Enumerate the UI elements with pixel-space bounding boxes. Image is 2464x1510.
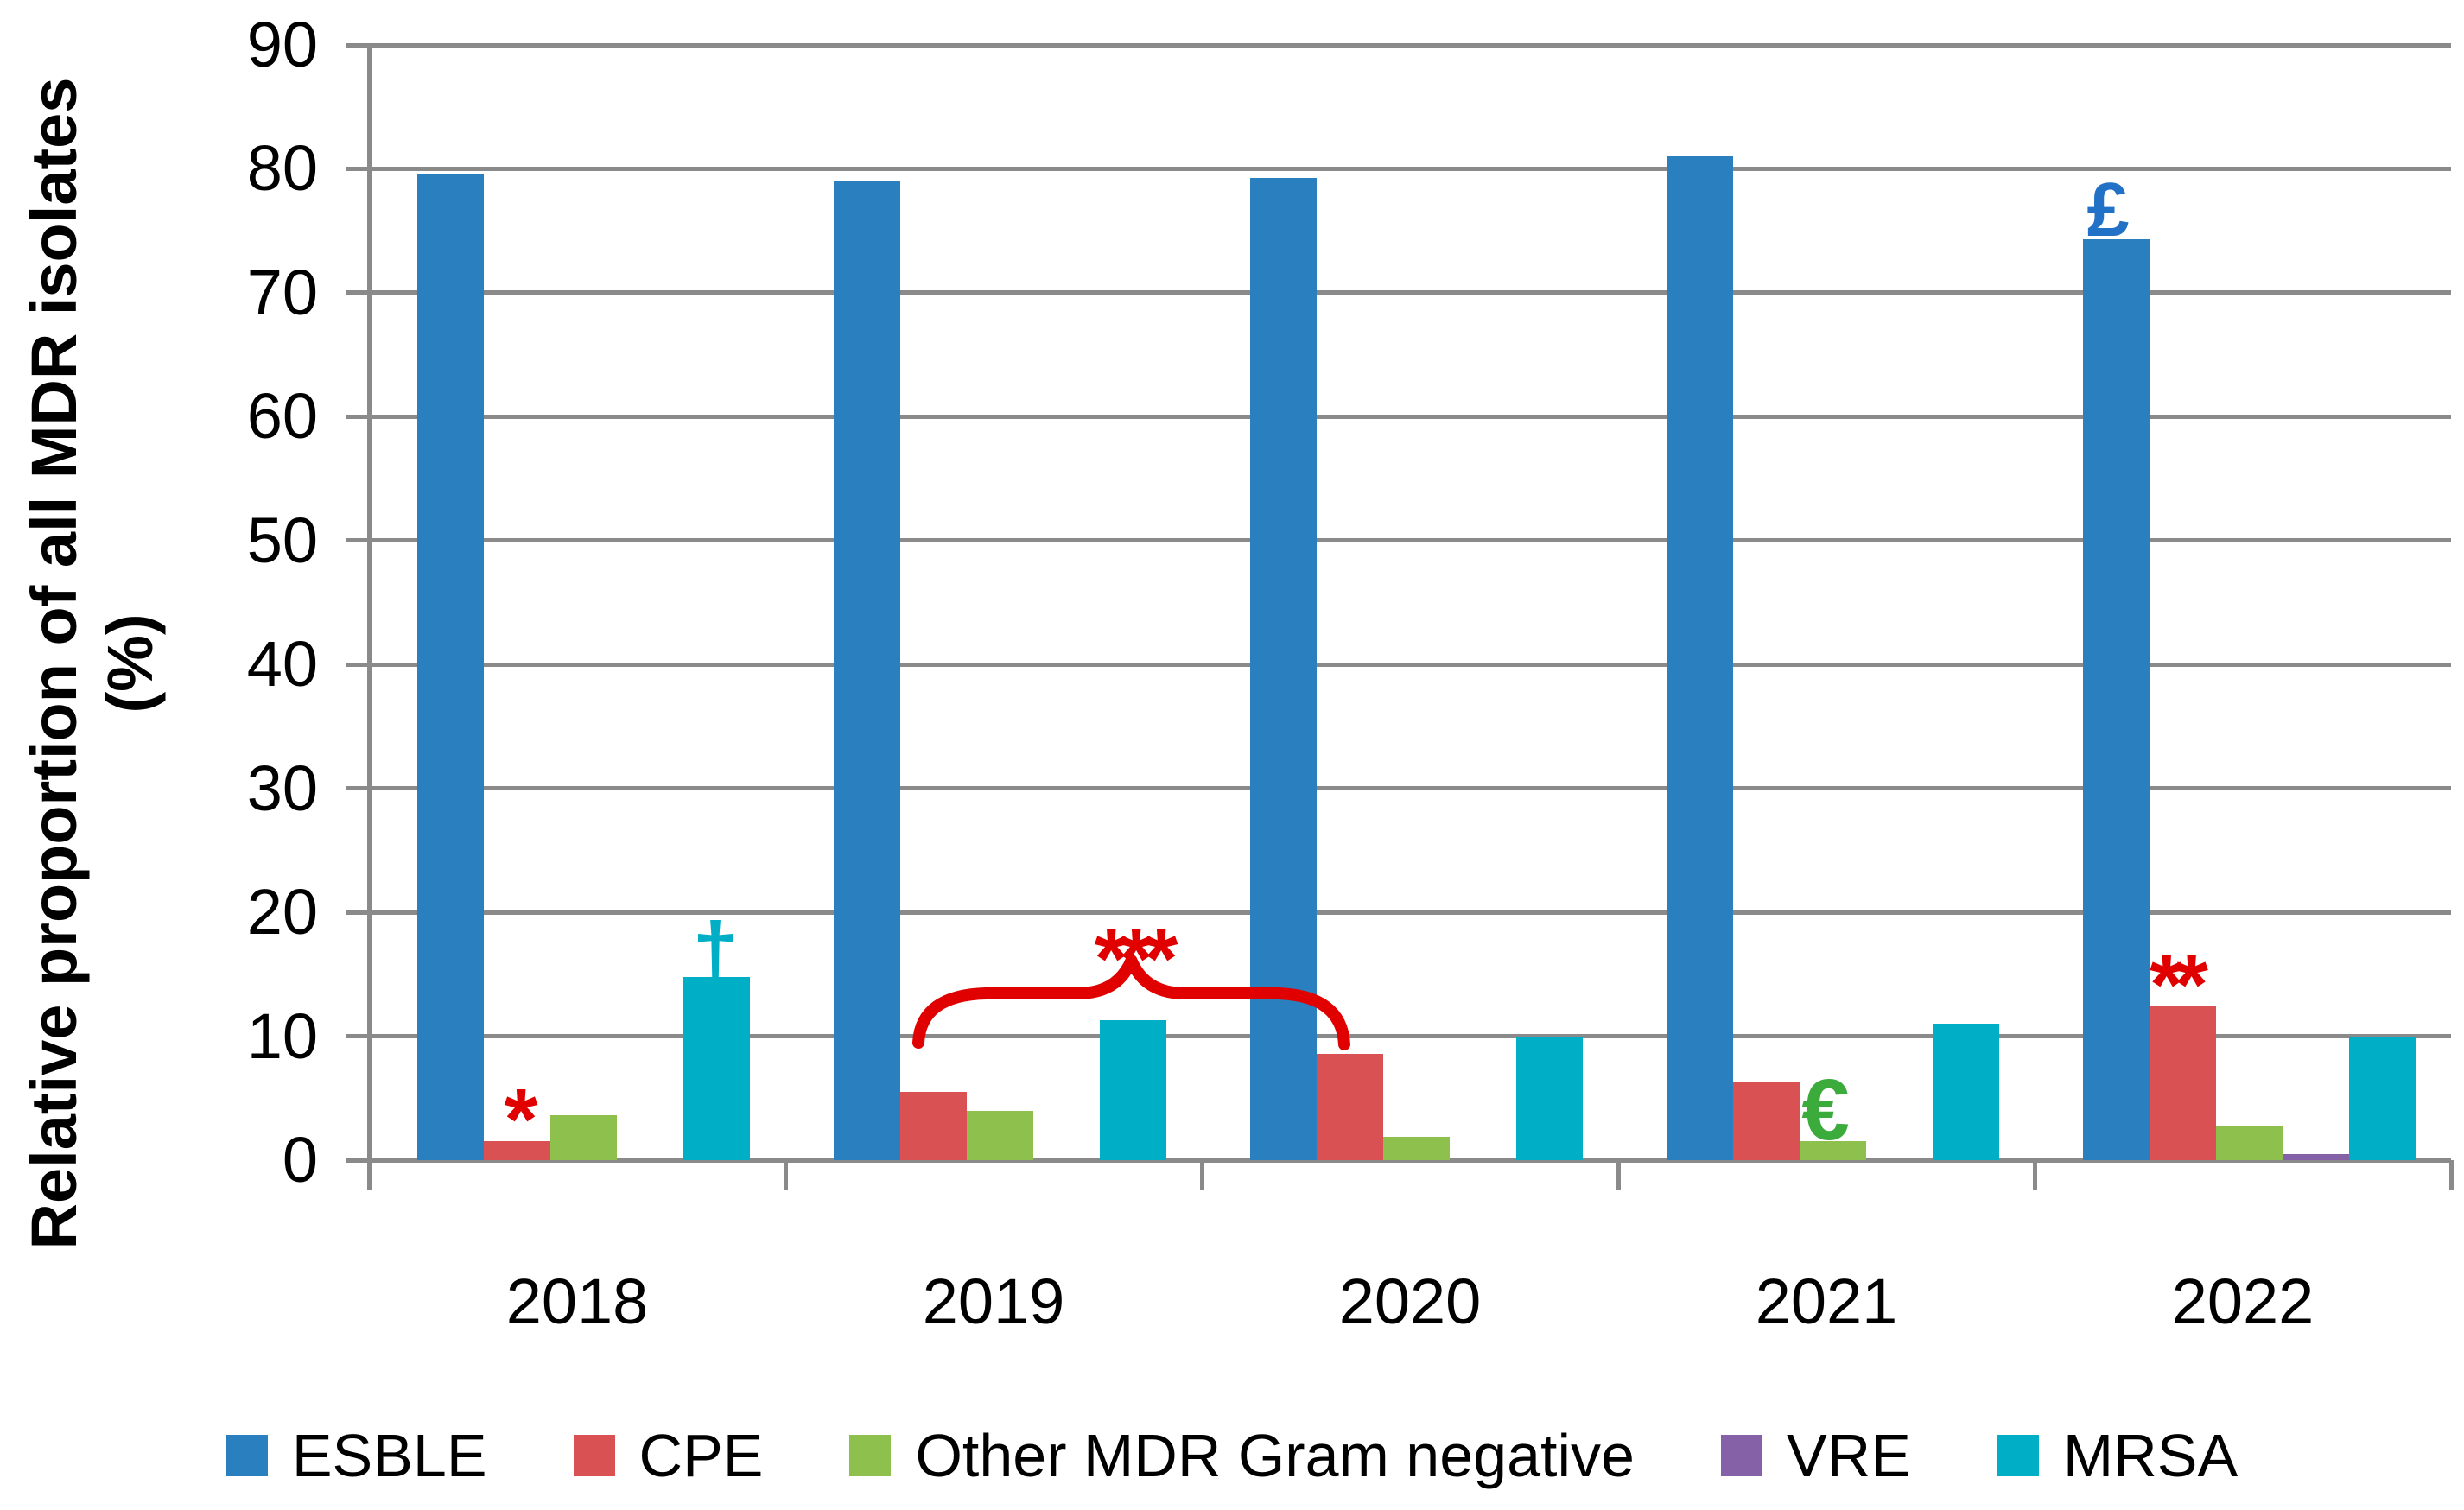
bar-esble-2020 bbox=[1250, 177, 1317, 1160]
legend-item-vre: VRE bbox=[1720, 1422, 1911, 1489]
bar-mrsa-2020 bbox=[1516, 1036, 1583, 1160]
annotation-triple-asterisk-2019-2020-cpe: *** bbox=[1094, 910, 1178, 1007]
annotation-euro-2021-other-mdr: € bbox=[1801, 1062, 1850, 1158]
gridline bbox=[369, 538, 2451, 543]
bar-esble-2018 bbox=[417, 174, 484, 1160]
annotation-asterisk-2018-cpe: * bbox=[504, 1071, 538, 1168]
bar-other-mdr-gram-negative-2021 bbox=[1800, 1141, 1866, 1160]
bar-mrsa-2021 bbox=[1933, 1024, 1999, 1160]
legend-label: ESBLE bbox=[291, 1422, 487, 1489]
bar-cpe-2020 bbox=[1317, 1053, 1383, 1160]
legend-item-esble: ESBLE bbox=[225, 1422, 487, 1489]
x-category-label-2021: 2021 bbox=[1755, 1266, 1898, 1337]
bar-other-mdr-gram-negative-2020 bbox=[1383, 1136, 1450, 1160]
bar-other-mdr-gram-negative-2022 bbox=[2216, 1125, 2283, 1160]
x-category-label-2018: 2018 bbox=[505, 1266, 649, 1337]
y-tick-mark bbox=[346, 290, 369, 295]
bar-cpe-2022 bbox=[2150, 1005, 2216, 1160]
y-tick-label: 0 bbox=[282, 1124, 318, 1196]
gridline bbox=[369, 910, 2451, 915]
y-tick-label: 30 bbox=[246, 752, 318, 824]
legend: ESBLE CPE Other MDR Gram negative VRE MRSA bbox=[0, 1425, 2464, 1486]
gridline bbox=[369, 166, 2451, 171]
x-tick-mark bbox=[783, 1160, 788, 1190]
y-tick-label: 60 bbox=[246, 380, 318, 453]
x-category-label-2019: 2019 bbox=[922, 1266, 1065, 1337]
annotation-double-asterisk-2022-cpe: ** bbox=[2150, 936, 2208, 1033]
y-tick-mark bbox=[346, 786, 369, 791]
annotation-pound-2022-esble: £ bbox=[2086, 166, 2130, 252]
y-tick-mark bbox=[346, 42, 369, 48]
x-tick-mark bbox=[2032, 1160, 2037, 1190]
y-tick-mark bbox=[346, 166, 369, 171]
bar-esble-2021 bbox=[1667, 156, 1733, 1160]
y-tick-label: 10 bbox=[246, 999, 318, 1072]
x-tick-mark bbox=[1616, 1160, 1621, 1190]
legend-swatch-icon bbox=[573, 1435, 615, 1476]
x-tick-mark bbox=[1199, 1160, 1204, 1190]
bar-vre-2022 bbox=[2283, 1153, 2349, 1160]
bar-mrsa-2018 bbox=[683, 976, 750, 1160]
bar-esble-2022 bbox=[2083, 239, 2150, 1160]
legend-item-other-mdr-gram-negative: Other MDR Gram negative bbox=[849, 1422, 1635, 1489]
y-tick-mark bbox=[346, 1158, 369, 1163]
y-tick-label: 70 bbox=[246, 256, 318, 328]
x-category-label-2020: 2020 bbox=[1338, 1266, 1482, 1337]
bar-other-mdr-gram-negative-2018 bbox=[550, 1115, 617, 1160]
gridline bbox=[369, 42, 2451, 48]
y-tick-label: 50 bbox=[246, 504, 318, 576]
y-tick-label: 40 bbox=[246, 628, 318, 701]
bar-cpe-2019 bbox=[900, 1092, 967, 1160]
y-axis-line bbox=[366, 42, 372, 1188]
y-tick-label: 90 bbox=[246, 9, 318, 81]
y-tick-label: 20 bbox=[246, 876, 318, 949]
bar-esble-2019 bbox=[834, 181, 900, 1160]
legend-swatch-icon bbox=[1720, 1435, 1762, 1476]
legend-item-cpe: CPE bbox=[573, 1422, 764, 1489]
legend-swatch-icon bbox=[849, 1435, 892, 1476]
y-tick-mark bbox=[346, 910, 369, 915]
y-tick-mark bbox=[346, 414, 369, 419]
legend-label: CPE bbox=[638, 1422, 764, 1489]
bar-cpe-2021 bbox=[1733, 1082, 1800, 1160]
x-tick-mark bbox=[2448, 1160, 2454, 1190]
legend-item-mrsa: MRSA bbox=[1997, 1425, 2238, 1486]
legend-swatch-icon bbox=[1997, 1435, 2039, 1476]
legend-label: VRE bbox=[1786, 1422, 1911, 1489]
gridline bbox=[369, 414, 2451, 419]
y-tick-mark bbox=[346, 538, 369, 543]
bar-mrsa-2019 bbox=[1100, 1019, 1166, 1160]
bar-other-mdr-gram-negative-2019 bbox=[967, 1110, 1033, 1160]
gridline bbox=[369, 1158, 2451, 1163]
legend-swatch-icon bbox=[225, 1435, 268, 1476]
y-tick-mark bbox=[346, 662, 369, 667]
gridline bbox=[369, 1034, 2451, 1039]
legend-label: MRSA bbox=[2062, 1422, 2239, 1489]
y-tick-label: 80 bbox=[246, 132, 318, 205]
gridline bbox=[369, 662, 2451, 667]
x-category-label-2022: 2022 bbox=[2171, 1266, 2315, 1337]
y-tick-mark bbox=[346, 1034, 369, 1039]
annotation-dagger-2018-mrsa: † bbox=[692, 905, 739, 998]
bar-mrsa-2022 bbox=[2349, 1036, 2416, 1160]
bar-cpe-2018 bbox=[484, 1141, 550, 1160]
legend-label: Other MDR Gram negative bbox=[915, 1422, 1635, 1489]
gridline bbox=[369, 290, 2451, 295]
gridline bbox=[369, 786, 2451, 791]
x-tick-mark bbox=[366, 1160, 372, 1190]
